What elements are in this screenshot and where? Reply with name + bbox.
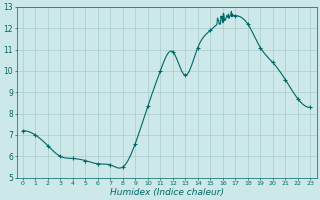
X-axis label: Humidex (Indice chaleur): Humidex (Indice chaleur) <box>109 188 224 197</box>
